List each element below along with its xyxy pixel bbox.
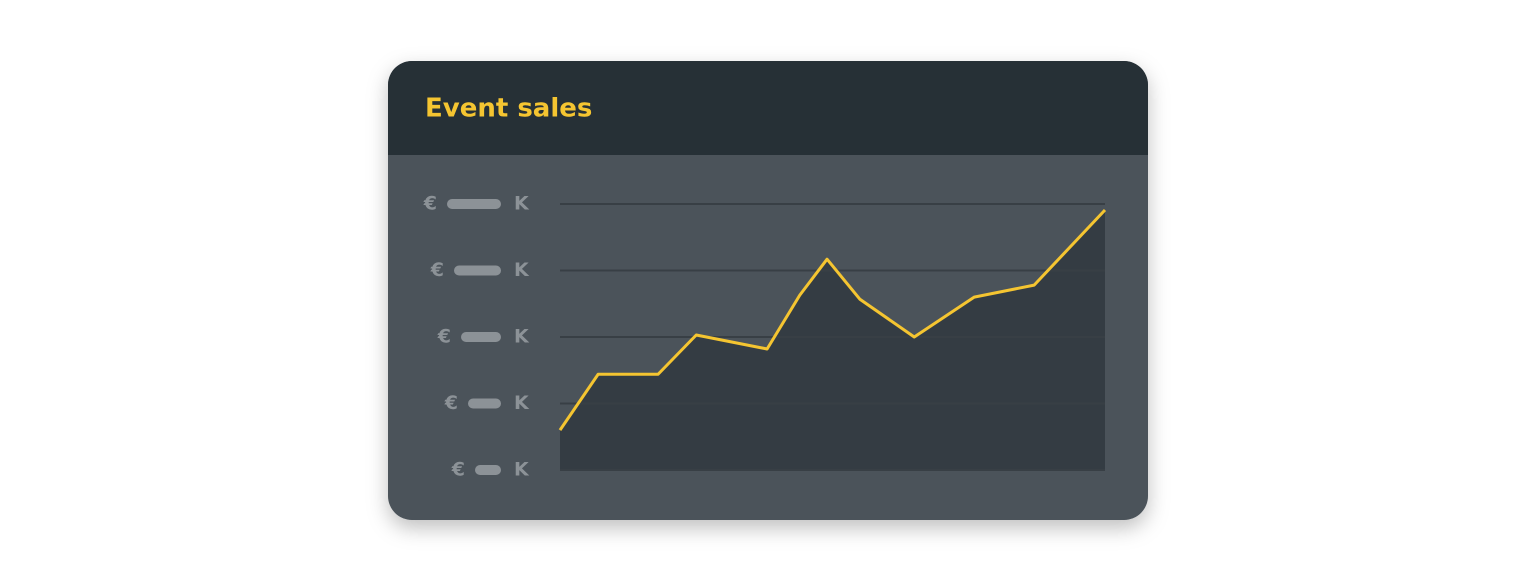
y-tick-placeholder xyxy=(475,465,501,475)
y-tick-suffix: K xyxy=(514,326,530,348)
y-tick-suffix: K xyxy=(514,193,530,215)
y-tick-prefix: € xyxy=(437,326,451,348)
y-tick-placeholder xyxy=(447,199,501,209)
y-tick-prefix: € xyxy=(430,259,444,281)
y-tick-suffix: K xyxy=(514,459,530,481)
y-tick-placeholder xyxy=(461,332,501,342)
area xyxy=(560,209,1105,471)
y-tick-prefix: € xyxy=(423,193,437,215)
line xyxy=(558,208,1107,431)
chart-title: Event sales xyxy=(425,94,592,124)
y-tick-placeholder xyxy=(468,398,501,409)
card-header xyxy=(388,61,1148,155)
y-tick-placeholder xyxy=(454,265,501,276)
y-tick-prefix: € xyxy=(451,459,465,481)
y-tick-suffix: K xyxy=(514,259,530,281)
y-tick-suffix: K xyxy=(514,392,530,414)
plot: € K € K € K € K € K xyxy=(423,193,1107,481)
y-tick-prefix: € xyxy=(444,392,458,414)
